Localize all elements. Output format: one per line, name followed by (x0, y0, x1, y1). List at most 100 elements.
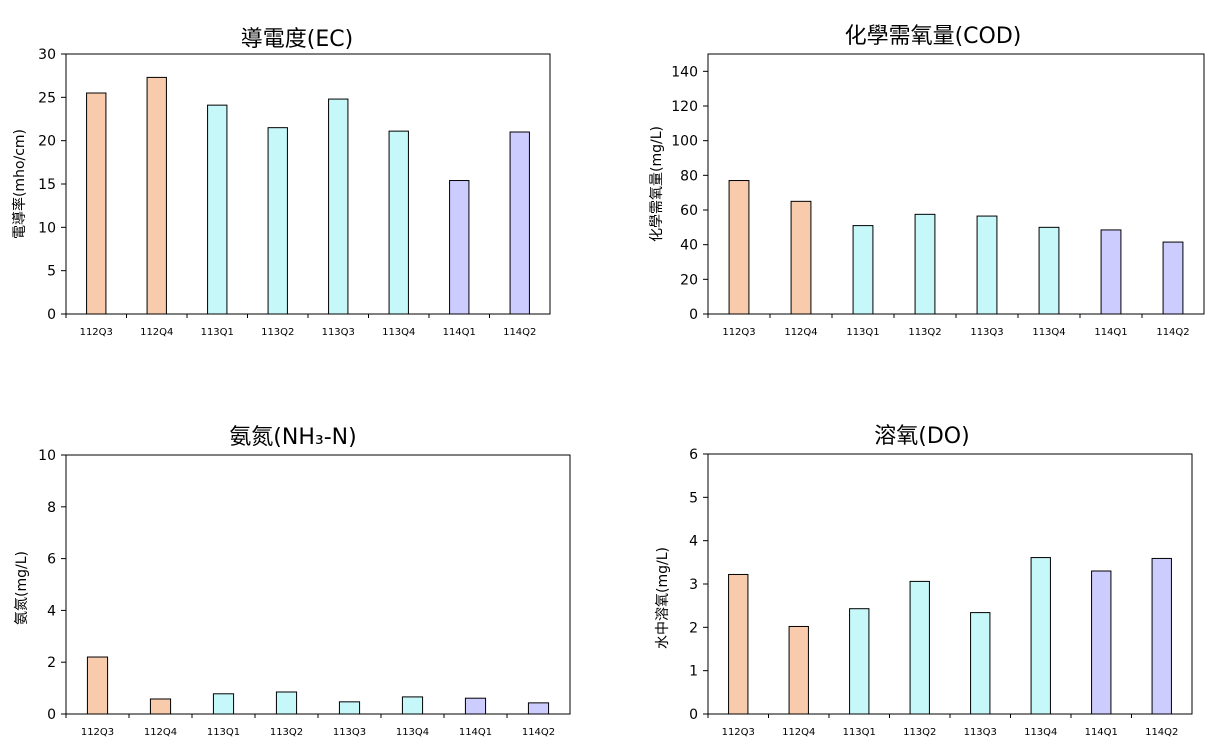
y-tick-label: 0 (47, 307, 56, 323)
chart-do: 溶氧(DO) 水中溶氧(mg/L) 0 1 2 3 4 5 6 112Q3 112Q4 113Q1… (611, 376, 1222, 753)
bar-113Q2 (914, 213, 936, 315)
plot-frame (707, 53, 1205, 315)
x-tick-label: 113Q4 (396, 727, 429, 738)
x-tick-label: 113Q3 (964, 727, 997, 738)
x-tick-label: 113Q3 (333, 727, 366, 738)
x-tick-label: 113Q2 (908, 327, 941, 338)
x-tick-label: 114Q1 (459, 727, 492, 738)
bar-113Q1 (207, 104, 228, 315)
bar-114Q1 (464, 697, 487, 715)
y-axis-label: 氨氮(mg/L) (14, 551, 30, 625)
bar-112Q3 (86, 92, 107, 315)
x-tick-label: 112Q4 (144, 727, 177, 738)
y-tick-label: 6 (47, 552, 56, 568)
bar-114Q1 (1091, 570, 1112, 715)
y-tick-label: 60 (680, 203, 698, 219)
y-tick-label: 5 (689, 490, 698, 506)
y-tick-label: 6 (689, 447, 698, 463)
x-tick-label: 113Q4 (1032, 327, 1065, 338)
x-tick-label: 112Q4 (140, 327, 173, 338)
bar-113Q2 (909, 580, 930, 715)
bar-114Q2 (527, 702, 550, 715)
chart-nh3n-svg: 氨氮(NH₃-N) 氨氮(mg/L) 0 2 4 6 8 10 112Q3 112Q4 113Q… (14, 425, 571, 738)
bar-113Q4 (1038, 226, 1060, 315)
bar-114Q2 (1162, 241, 1184, 315)
x-tick-label: 114Q1 (1085, 727, 1118, 738)
bar-114Q1 (449, 180, 470, 315)
x-tick-label: 114Q2 (1145, 727, 1178, 738)
bar-113Q1 (212, 693, 235, 715)
x-tick-label: 114Q2 (1156, 327, 1189, 338)
y-tick-label: 20 (680, 272, 698, 288)
y-tick-label: 80 (680, 168, 698, 184)
x-tick-label: 113Q1 (201, 327, 234, 338)
y-tick-label: 4 (47, 603, 56, 619)
y-tick-label: 4 (689, 534, 698, 550)
bar-113Q3 (338, 701, 361, 715)
chart-title: 化學需氧量(COD) (845, 24, 1022, 49)
plot-frame (65, 454, 571, 715)
chart-title: 氨氮(NH₃-N) (229, 425, 356, 450)
x-tick-label: 113Q1 (843, 727, 876, 738)
y-tick-label: 120 (671, 99, 698, 115)
plot-frame (65, 53, 551, 315)
y-axis-label: 水中溶氧(mg/L) (655, 547, 671, 649)
y-tick-label: 2 (47, 655, 56, 671)
bar-112Q4 (790, 200, 812, 315)
x-tick-label: 114Q1 (1094, 327, 1127, 338)
chart-cod: 化學需氧量(COD) 化學需氧量(mg/L) 0 20 40 60 80 100 120 14… (611, 0, 1222, 376)
x-tick-label: 112Q3 (80, 327, 113, 338)
x-tick-label: 112Q4 (784, 327, 817, 338)
bar-114Q2 (509, 131, 530, 315)
bar-113Q1 (852, 225, 874, 315)
x-tick-label: 114Q2 (503, 327, 536, 338)
y-axis-label: 化學需氧量(mg/L) (649, 126, 665, 242)
chart-do-svg: 溶氧(DO) 水中溶氧(mg/L) 0 1 2 3 4 5 6 112Q3 112Q4 113Q1… (655, 424, 1193, 738)
y-axis-label: 電導率(mho/cm) (11, 129, 28, 239)
y-tick-label: 8 (47, 500, 56, 516)
bar-112Q3 (86, 656, 109, 715)
bar-113Q2 (267, 127, 288, 315)
x-tick-label: 114Q1 (443, 327, 476, 338)
bar-114Q2 (1151, 557, 1172, 715)
chart-cod-svg: 化學需氧量(COD) 化學需氧量(mg/L) 0 20 40 60 80 100 120 14… (649, 24, 1205, 338)
bar-113Q4 (1030, 557, 1051, 715)
bar-113Q2 (275, 691, 298, 715)
x-tick-label: 113Q2 (903, 727, 936, 738)
plot-frame (707, 453, 1193, 715)
x-tick-label: 113Q4 (382, 327, 415, 338)
bar-113Q3 (976, 215, 998, 315)
chart-ec: 導電度(EC) 電導率(mho/cm) 0 5 10 15 20 25 30 112Q3 112… (0, 0, 611, 376)
x-tick-label: 113Q1 (207, 727, 240, 738)
x-tick-label: 113Q2 (270, 727, 303, 738)
y-tick-label: 3 (689, 577, 698, 593)
bar-113Q1 (849, 608, 870, 715)
y-tick-label: 30 (38, 47, 56, 63)
bar-113Q3 (328, 98, 349, 315)
bar-114Q1 (1100, 229, 1122, 315)
y-tick-label: 140 (671, 64, 698, 80)
x-tick-label: 112Q3 (722, 727, 755, 738)
x-tick-label: 113Q3 (322, 327, 355, 338)
chart-ec-svg: 導電度(EC) 電導率(mho/cm) 0 5 10 15 20 25 30 112Q3 112… (11, 27, 551, 338)
y-tick-label: 20 (38, 134, 56, 150)
y-tick-label: 5 (47, 264, 56, 280)
chart-title: 導電度(EC) (241, 27, 353, 52)
bar-112Q3 (728, 573, 749, 715)
y-tick-label: 0 (47, 707, 56, 723)
y-tick-label: 10 (38, 220, 56, 236)
x-tick-label: 112Q3 (722, 327, 755, 338)
bar-113Q3 (970, 612, 991, 715)
x-tick-label: 113Q3 (970, 327, 1003, 338)
bar-113Q4 (401, 696, 424, 715)
y-tick-label: 100 (671, 134, 698, 150)
x-tick-label: 112Q3 (81, 727, 114, 738)
y-tick-label: 2 (689, 620, 698, 636)
y-tick-label: 15 (38, 177, 56, 193)
y-tick-label: 0 (689, 707, 698, 723)
y-tick-label: 40 (680, 238, 698, 254)
x-tick-label: 113Q2 (261, 327, 294, 338)
bar-112Q4 (146, 76, 167, 315)
y-tick-label: 10 (38, 448, 56, 464)
